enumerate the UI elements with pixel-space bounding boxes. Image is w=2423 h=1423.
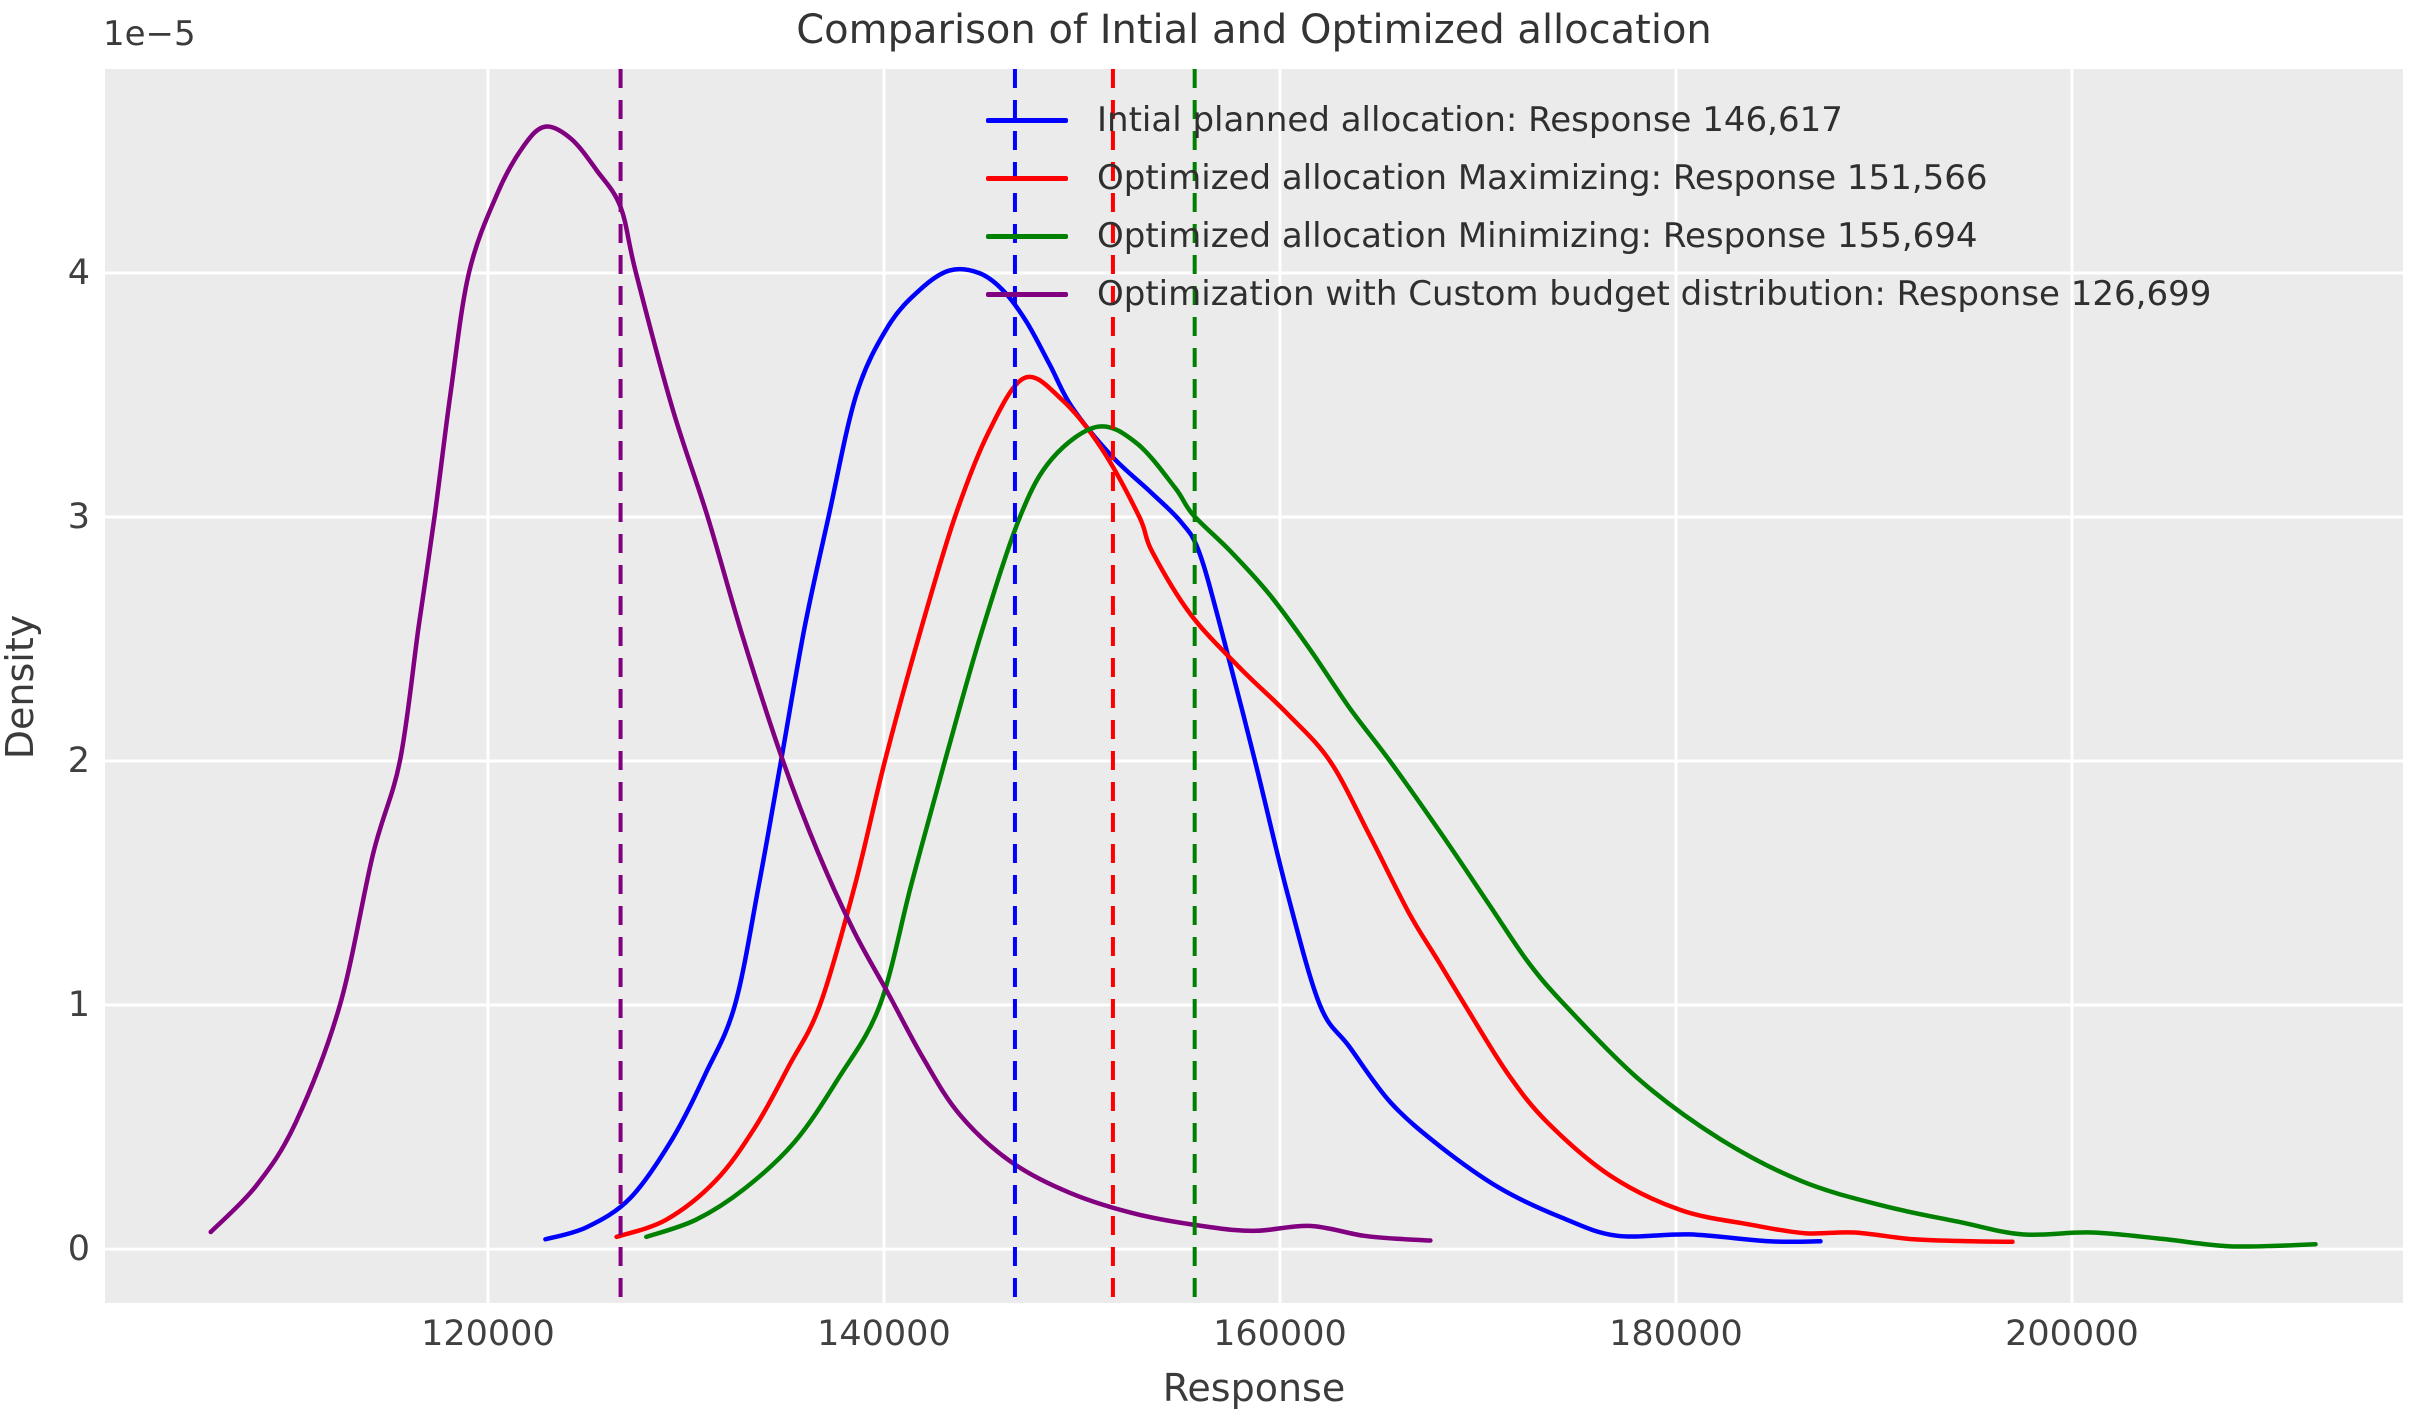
legend-key-line-initial-planned: [986, 117, 1068, 123]
kde-curve-custom-budget: [208, 124, 1433, 1243]
x-axis-label: Response: [1162, 1366, 1346, 1410]
chart-title: Comparison of Intial and Optimized alloc…: [796, 7, 1712, 53]
legend-label: Optimized allocation Maximizing: Respons…: [1097, 158, 1988, 198]
y-axis-offset-label: 1e−5: [103, 14, 196, 54]
x-tick-label: 180000: [1609, 1314, 1743, 1354]
x-tick-label: 160000: [1213, 1314, 1347, 1354]
kde-curve-optimized-minimizing: [644, 424, 2318, 1249]
kde-curve-optimized-maximizing: [614, 374, 2015, 1245]
x-tick-label: 140000: [817, 1314, 951, 1354]
legend-key-line-optimized-maximizing: [986, 175, 1068, 181]
legend-label: Intial planned allocation: Response 146,…: [1097, 100, 1843, 140]
legend-entry-custom-budget: Optimization with Custom budget distribu…: [986, 265, 2211, 323]
y-axis-label: Density: [0, 614, 42, 760]
legend-label: Optimization with Custom budget distribu…: [1097, 274, 2212, 314]
legend-entry-initial-planned: Intial planned allocation: Response 146,…: [986, 91, 1843, 149]
y-tick-label: 2: [67, 741, 90, 782]
legend-label: Optimized allocation Minimizing: Respons…: [1097, 216, 1978, 256]
legend-key-line-custom-budget: [986, 291, 1068, 297]
legend-entry-optimized-minimizing: Optimized allocation Minimizing: Respons…: [986, 207, 1978, 265]
legend-entry-optimized-maximizing: Optimized allocation Maximizing: Respons…: [986, 149, 1988, 207]
legend-key-line-optimized-minimizing: [986, 233, 1068, 239]
kde-curve-initial-planned: [543, 266, 1823, 1245]
y-tick-label: 0: [67, 1229, 90, 1270]
y-tick-label: 1: [67, 985, 90, 1026]
y-tick-label: 4: [67, 252, 90, 293]
y-tick-label: 3: [67, 497, 90, 538]
x-tick-label: 120000: [421, 1314, 555, 1354]
x-tick-label: 200000: [2005, 1314, 2139, 1354]
